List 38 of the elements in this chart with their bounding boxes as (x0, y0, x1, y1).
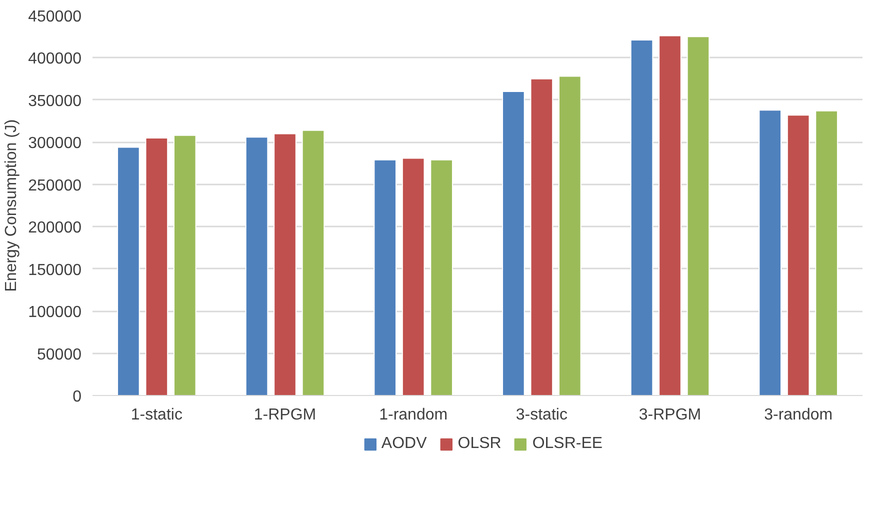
y-tick-label: 250000 (28, 177, 82, 194)
y-tick-label: 200000 (28, 220, 82, 237)
bar (558, 76, 582, 396)
legend-label: OLSR-EE (532, 435, 603, 453)
x-tick-label: 3-RPGM (638, 406, 702, 424)
bar (430, 159, 453, 396)
y-tick-label: 450000 (28, 8, 82, 26)
y-axis-title: Energy Consumption (J) (3, 119, 20, 292)
bar (758, 110, 782, 396)
y-tick-label: 300000 (28, 135, 82, 152)
bar (815, 110, 838, 396)
y-tick-label: 50000 (37, 346, 82, 364)
y-tick-label: 0 (72, 388, 82, 406)
bar (117, 146, 140, 396)
bar (302, 130, 325, 396)
x-tick-label: 1-static (130, 406, 182, 424)
bar (374, 159, 397, 396)
y-tick-label: 400000 (28, 50, 82, 68)
bar (402, 158, 425, 396)
y-tick-label: 350000 (28, 92, 82, 110)
x-tick-label: 3-random (764, 406, 833, 424)
bar (630, 39, 654, 396)
bar (245, 136, 268, 396)
legend-label: AODV (381, 435, 427, 453)
bar (173, 134, 196, 396)
bar (145, 137, 168, 396)
legend-label: OLSR (458, 435, 502, 453)
bar (530, 78, 554, 396)
x-tick-label: 1-RPGM (254, 406, 316, 424)
bar (658, 35, 682, 396)
bar (502, 91, 525, 396)
y-tick-label: 150000 (28, 262, 82, 279)
y-tick-label: 100000 (28, 304, 82, 322)
bar (786, 114, 810, 396)
bar (686, 36, 710, 396)
x-tick-label: 3-static (516, 406, 568, 424)
bar (274, 133, 296, 396)
x-tick-label: 1-random (379, 406, 448, 424)
